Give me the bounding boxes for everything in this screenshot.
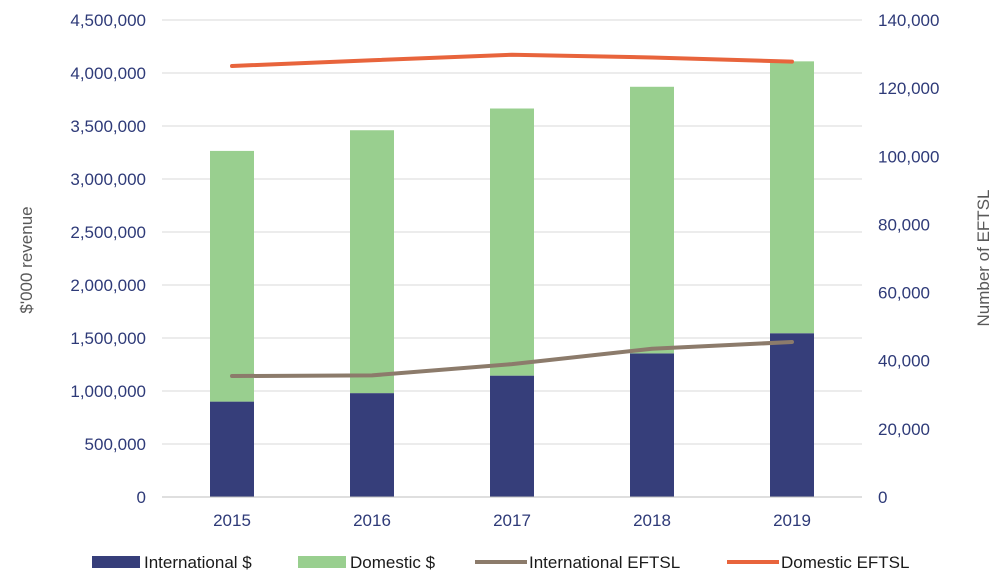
bar-international-2017 [490,375,534,497]
y-tick-label-left: 2,000,000 [70,276,146,295]
x-tick-label: 2017 [493,511,531,530]
bar-international-2019 [770,333,814,497]
x-tick-label: 2019 [773,511,811,530]
line-domestic-eftsl [230,52,794,68]
y-tick-label-left: 4,500,000 [70,11,146,30]
y-axis-title-left: $'000 revenue [17,206,36,313]
bar-domestic-2019 [770,61,814,334]
x-tick-label: 2018 [633,511,671,530]
y-tick-label-left: 1,000,000 [70,382,146,401]
y-tick-label-right: 20,000 [878,420,930,439]
y-tick-label-left: 2,500,000 [70,223,146,242]
bar-domestic-2015 [210,150,254,402]
y-tick-label-left: 1,500,000 [70,329,146,348]
bar-series [210,61,814,497]
x-tick-label: 2015 [213,511,251,530]
bar-domestic-2016 [350,130,394,394]
legend-swatch-international [92,556,140,568]
bar-international-2018 [630,353,674,497]
legend-label-international-eftsl: International EFTSL [529,553,680,572]
y-tick-label-left: 0 [137,488,146,507]
line-international-eftsl [230,339,794,379]
line-series [230,52,794,379]
bar-domestic-2018 [630,86,674,354]
legend-label-domestic: Domestic $ [350,553,436,572]
y-axis-title-right: Number of EFTSL [974,190,993,327]
y-tick-label-right: 120,000 [878,79,939,98]
legend: International $ Domestic $ International E… [92,553,909,572]
bar-international-2015 [210,401,254,497]
y-tick-label-left: 3,000,000 [70,170,146,189]
y-tick-label-right: 0 [878,488,887,507]
x-tick-label: 2016 [353,511,391,530]
y-tick-label-right: 100,000 [878,147,939,166]
axes: 0 500,000 1,000,000 1,500,000 2,000,000 2,500… [70,11,939,530]
bar-international-2016 [350,393,394,497]
y-tick-label-right: 60,000 [878,284,930,303]
y-tick-label-right: 140,000 [878,11,939,30]
y-tick-label-left: 3,500,000 [70,117,146,136]
y-tick-label-right: 80,000 [878,215,930,234]
y-tick-label-right: 40,000 [878,352,930,371]
legend-swatch-domestic [298,556,346,568]
legend-label-international: International $ [144,553,252,572]
y-tick-label-left: 500,000 [85,435,146,454]
bar-domestic-2017 [490,108,534,376]
legend-label-domestic-eftsl: Domestic EFTSL [781,553,909,572]
y-tick-label-left: 4,000,000 [70,64,146,83]
